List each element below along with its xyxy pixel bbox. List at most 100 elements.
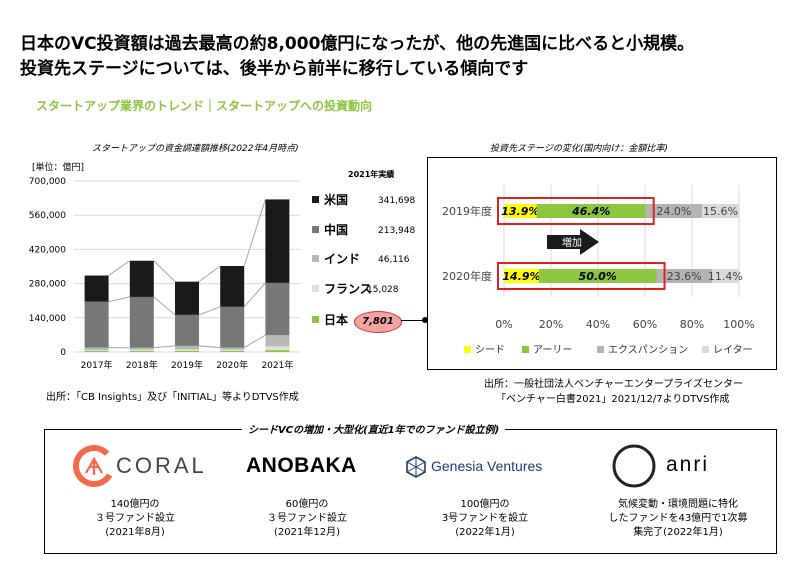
y-tick-label: 560,000 [29, 211, 66, 221]
legend-swatch [522, 346, 529, 353]
bar-segment [702, 204, 739, 218]
x-tick-label: 2020年 [216, 359, 248, 371]
series-connector-line [153, 260, 176, 283]
legend-value: 341,698 [378, 196, 415, 206]
series-connector-line [243, 282, 266, 308]
legend-label: フランス [324, 282, 372, 296]
coral-caption-line: 140億円の [110, 499, 160, 510]
x-tick-label: 0% [495, 318, 512, 331]
genesia-caption-line: (2022年1月) [455, 527, 515, 538]
bar-segment [84, 351, 109, 352]
legend-swatch [312, 316, 319, 323]
genesia-caption-line: 100億円の [460, 499, 510, 510]
right-stacked-bar-chart: 13.9% 46.4% 24.0% 15.6% 14.9% 50.0% 23.6% 11.4%… [442, 185, 755, 356]
bar-segment [84, 275, 109, 302]
bar-segment [175, 314, 199, 346]
bar-segment [265, 282, 290, 336]
bar-segment [265, 335, 290, 347]
bar-segment [265, 350, 290, 352]
left-chart-title: スタートアップの資金調達額推移(2022年4月時点) [92, 144, 299, 154]
legend-label: エクスパンション [608, 344, 688, 356]
coral-caption: 140億円の ３号ファンド設立 (2021年8月) [60, 498, 210, 540]
bar-segment [504, 269, 540, 283]
anri-logo-text: anri [666, 453, 710, 476]
bar-value-label: 11.4% [708, 270, 743, 283]
y-category-label: 2019年度 [442, 204, 492, 218]
headline-line1: 日本のVC投資額は過去最高の約8,000億円になったが、他の先進国に比べると小規… [20, 34, 695, 54]
x-tick-label: 2017年 [81, 359, 113, 371]
coral-caption-line: (2021年8月) [105, 527, 165, 538]
anri-caption-line: 気候変動・環境問題に特化 [618, 499, 738, 510]
bar-segment [84, 301, 109, 348]
bar-segment [129, 350, 154, 352]
left-chart-source: 出所：「CB Insights」及び「INITIAL」等よりDTVS作成 [46, 392, 299, 403]
legend-value: 15,028 [367, 285, 399, 295]
bar-segment [175, 281, 199, 315]
series-connector-line [153, 296, 176, 316]
highlight-box [497, 197, 655, 225]
callout-connector-dot [422, 317, 428, 323]
bar-segment [220, 266, 245, 307]
x-tick-label: 100% [723, 318, 754, 331]
bar-segment [84, 347, 109, 351]
anobaka-caption-line: (2021年12月) [274, 527, 340, 538]
coral-logo: CORAL [72, 443, 204, 489]
bar-segment [129, 347, 154, 350]
x-tick-label: 20% [539, 318, 563, 331]
japan-callout-value: 7,801 [362, 316, 394, 327]
x-tick-label: 2021年 [261, 359, 293, 371]
legend-swatch [464, 346, 471, 353]
legend-swatch [312, 226, 319, 233]
anri-caption: 気候変動・環境問題に特化 したファンドを43億円で1次募 集完了(2022年1月… [588, 498, 768, 540]
anri-caption-line: 集完了(2022年1月) [633, 527, 723, 538]
right-chart-source-line2: 「ベンチャー白書2021」2021/12/7よりDTVS作成 [496, 394, 730, 405]
y-tick-label: 420,000 [29, 245, 66, 255]
series-connector-line [243, 334, 266, 349]
anri-logo: anri [610, 442, 730, 490]
series-connector-line [108, 296, 130, 303]
bar-segment [175, 345, 199, 350]
bar-value-label: 14.9% [502, 270, 540, 283]
right-chart-title: 投資先ステージの変化(国内向け：金額比率) [490, 144, 668, 154]
left-chart-unit: [単位：億円] [32, 163, 85, 173]
bar-segment [220, 349, 245, 351]
bar-segment [220, 306, 245, 348]
bar-segment [265, 199, 290, 283]
legend-value: 213,948 [378, 226, 415, 236]
bar-segment [220, 350, 245, 352]
bar-value-label: 15.6% [703, 205, 738, 218]
increase-arrow-icon [547, 229, 599, 255]
left-chart-legend-title: 2021年実績 [348, 170, 395, 179]
bar-segment [220, 347, 245, 350]
bar-value-label: 46.4% [571, 205, 610, 218]
bar-segment [129, 349, 154, 351]
x-tick-label: 2018年 [126, 359, 158, 371]
genesia-caption-line: 3号ファンドを設立 [441, 513, 529, 524]
bar-segment [656, 269, 712, 283]
coral-caption-line: ３号ファンド設立 [95, 513, 175, 524]
bar-segment [539, 269, 657, 283]
y-tick-label: 280,000 [29, 280, 66, 290]
legend-swatch [312, 255, 319, 262]
section-subtitle: スタートアップ業界のトレンド｜スタートアップへの投資動向 [36, 99, 373, 113]
legend-label: シード [475, 345, 505, 356]
x-tick-label: 2019年 [171, 359, 203, 371]
bar-value-label: 24.0% [656, 205, 691, 218]
bar-segment [504, 204, 537, 218]
bar-value-label: 13.9% [501, 205, 539, 218]
right-chart-frame [427, 157, 777, 370]
bar-value-label: 50.0% [579, 270, 617, 283]
series-connector-line [108, 260, 131, 276]
anri-caption-line: したファンドを43億円で1次募 [608, 513, 748, 524]
bar-value-label: 23.6% [667, 270, 702, 283]
bar-segment [129, 296, 154, 348]
bar-segment [175, 350, 199, 352]
callout-connector [401, 320, 423, 321]
legend-swatch [312, 196, 319, 203]
legend-label: 日本 [324, 312, 348, 327]
bar-segment [175, 349, 199, 351]
genesia-hex-icon [406, 456, 426, 478]
genesia-logo-text: Genesia Ventures [431, 458, 543, 474]
bar-segment [645, 204, 703, 218]
legend-label: 米国 [324, 192, 348, 207]
